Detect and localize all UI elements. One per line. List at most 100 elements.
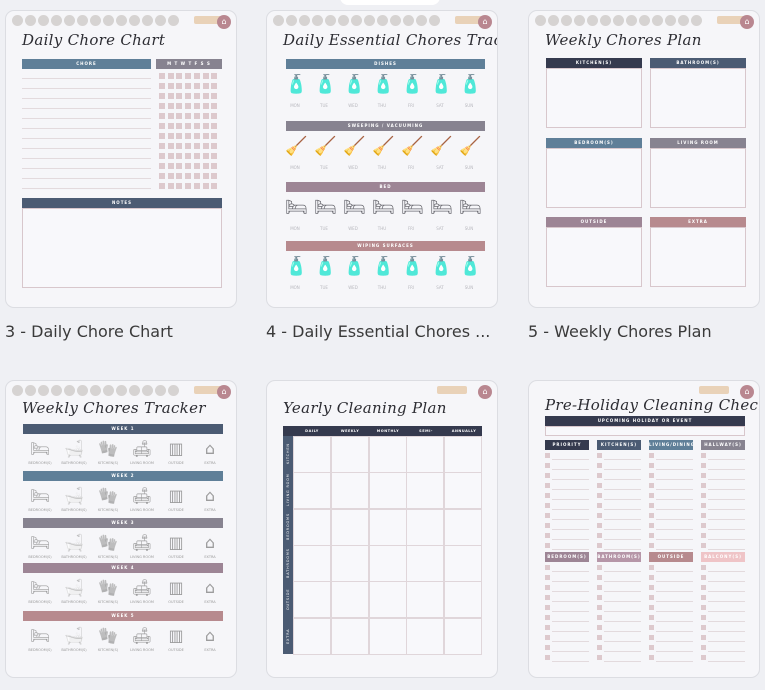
plan-cell[interactable] xyxy=(293,581,331,619)
bed-icon[interactable]: 🛏 xyxy=(459,197,482,218)
check-box[interactable] xyxy=(176,143,183,149)
home-button[interactable]: ⌂ xyxy=(740,15,754,29)
check-box[interactable] xyxy=(193,183,200,189)
broom-icon[interactable]: 🧹 xyxy=(401,136,424,157)
chore-line[interactable] xyxy=(22,148,151,149)
check-box[interactable] xyxy=(185,113,192,119)
task-line[interactable] xyxy=(604,661,641,662)
check-box[interactable] xyxy=(597,483,602,488)
tab-dot[interactable] xyxy=(535,15,546,26)
room-icon[interactable]: 🛁 xyxy=(64,626,84,645)
room-icon[interactable]: 🧤 xyxy=(98,626,118,645)
check-box[interactable] xyxy=(545,533,550,538)
broom-icon[interactable]: 🧹 xyxy=(459,136,482,157)
check-box[interactable] xyxy=(649,575,654,580)
task-line[interactable] xyxy=(708,479,745,480)
check-box[interactable] xyxy=(649,473,654,478)
room-icon[interactable]: 🛋 xyxy=(131,439,153,458)
task-line[interactable] xyxy=(552,459,589,460)
room-icon[interactable]: 🛁 xyxy=(64,578,84,597)
check-box[interactable] xyxy=(545,575,550,580)
task-line[interactable] xyxy=(656,469,693,470)
task-line[interactable] xyxy=(604,651,641,652)
check-box[interactable] xyxy=(211,183,218,189)
check-box[interactable] xyxy=(211,93,218,99)
tab-dot[interactable] xyxy=(51,385,62,396)
check-box[interactable] xyxy=(597,523,602,528)
task-line[interactable] xyxy=(708,539,745,540)
plan-cell[interactable] xyxy=(406,581,445,619)
check-box[interactable] xyxy=(176,103,183,109)
broom-icon[interactable]: 🧹 xyxy=(372,136,395,157)
plan-cell[interactable] xyxy=(330,544,369,582)
tab-dot[interactable] xyxy=(600,15,611,26)
task-line[interactable] xyxy=(604,479,641,480)
task-line[interactable] xyxy=(656,651,693,652)
check-box[interactable] xyxy=(159,183,165,189)
plan-cell[interactable] xyxy=(444,472,483,510)
task-line[interactable] xyxy=(552,621,589,622)
chore-line[interactable] xyxy=(22,118,151,119)
room-icon[interactable]: 🛏 xyxy=(29,533,51,552)
check-box[interactable] xyxy=(597,513,602,518)
task-line[interactable] xyxy=(708,621,745,622)
chore-line[interactable] xyxy=(22,88,151,89)
check-box[interactable] xyxy=(167,113,174,119)
notes-box[interactable] xyxy=(22,208,222,288)
home-button[interactable]: ⌂ xyxy=(478,385,492,399)
task-line[interactable] xyxy=(656,611,693,612)
tab-dot[interactable] xyxy=(116,385,127,396)
plan-cell[interactable] xyxy=(368,508,407,546)
check-box[interactable] xyxy=(167,133,174,139)
check-box[interactable] xyxy=(167,153,174,159)
plan-cell[interactable] xyxy=(444,617,483,655)
event-input[interactable] xyxy=(545,426,745,436)
task-line[interactable] xyxy=(552,661,589,662)
task-line[interactable] xyxy=(708,601,745,602)
task-line[interactable] xyxy=(604,519,641,520)
check-box[interactable] xyxy=(649,645,654,650)
task-line[interactable] xyxy=(604,631,641,632)
spray-bottle-icon[interactable]: 🧴 xyxy=(401,256,424,277)
task-line[interactable] xyxy=(604,539,641,540)
tab-dot[interactable] xyxy=(652,15,663,26)
plan-cell[interactable] xyxy=(444,544,483,582)
page-thumbnail-3[interactable]: ⌂ Daily Chore Chart CHORE M T W T F S S NOTE… xyxy=(5,10,237,308)
page-thumbnail-7[interactable]: ⌂ Yearly Cleaning Plan DAILY WEEKLY MONTHLY S… xyxy=(266,380,498,678)
room-icon[interactable]: ⌂ xyxy=(204,533,216,552)
check-box[interactable] xyxy=(649,513,654,518)
check-box[interactable] xyxy=(701,635,706,640)
tab-dot[interactable] xyxy=(299,15,310,26)
chore-line[interactable] xyxy=(22,158,151,159)
bed-icon[interactable]: 🛏 xyxy=(401,197,424,218)
check-box[interactable] xyxy=(545,503,550,508)
room-icon[interactable]: ▥ xyxy=(168,578,184,597)
check-box[interactable] xyxy=(545,615,550,620)
task-line[interactable] xyxy=(604,581,641,582)
check-box[interactable] xyxy=(167,83,174,89)
room-icon[interactable]: 🛋 xyxy=(131,533,153,552)
tab-dot[interactable] xyxy=(364,15,375,26)
check-box[interactable] xyxy=(202,163,209,169)
plan-cell[interactable] xyxy=(406,436,445,473)
task-line[interactable] xyxy=(656,661,693,662)
tab-dot[interactable] xyxy=(38,15,49,26)
check-box[interactable] xyxy=(701,533,706,538)
tab-dot[interactable] xyxy=(377,15,388,26)
home-button[interactable]: ⌂ xyxy=(740,385,754,399)
check-box[interactable] xyxy=(176,133,183,139)
plan-cell[interactable] xyxy=(406,472,445,510)
task-line[interactable] xyxy=(708,611,745,612)
check-box[interactable] xyxy=(193,113,200,119)
tab-dot[interactable] xyxy=(639,15,650,26)
check-box[interactable] xyxy=(701,483,706,488)
task-line[interactable] xyxy=(552,591,589,592)
task-line[interactable] xyxy=(656,571,693,572)
task-line[interactable] xyxy=(708,571,745,572)
check-box[interactable] xyxy=(167,73,174,79)
chore-line[interactable] xyxy=(22,178,151,179)
task-line[interactable] xyxy=(708,581,745,582)
check-box[interactable] xyxy=(545,493,550,498)
task-line[interactable] xyxy=(552,631,589,632)
tab-dot[interactable] xyxy=(429,15,440,26)
